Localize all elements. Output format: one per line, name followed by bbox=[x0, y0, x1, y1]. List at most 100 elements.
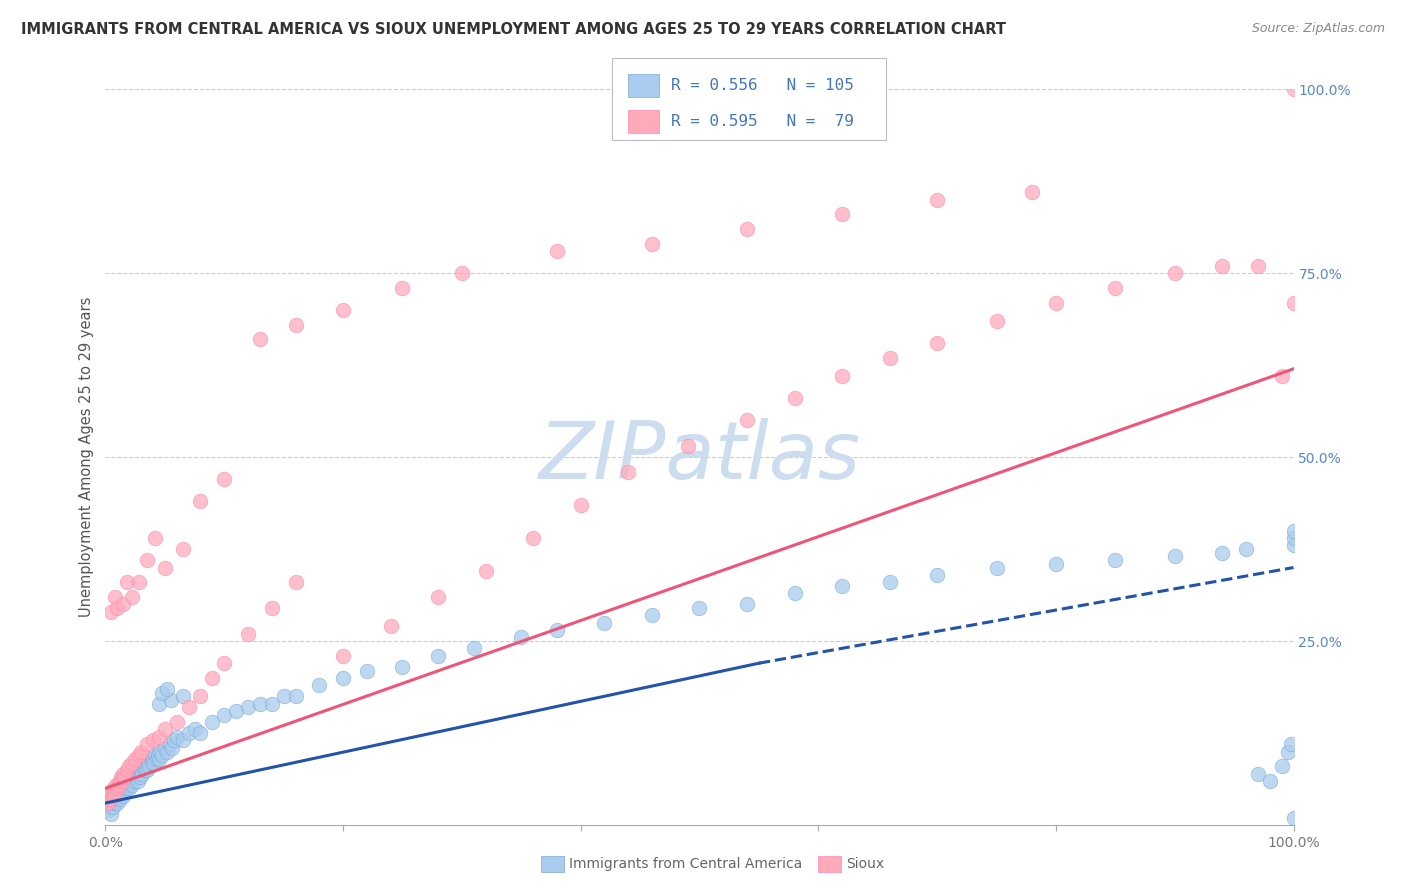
Point bbox=[104, 785, 127, 799]
Point bbox=[129, 763, 152, 777]
Text: IMMIGRANTS FROM CENTRAL AMERICA VS SIOUX UNEMPLOYMENT AMONG AGES 25 TO 29 YEARS : IMMIGRANTS FROM CENTRAL AMERICA VS SIOUX… bbox=[21, 22, 1007, 37]
Point bbox=[380, 619, 402, 633]
Point bbox=[105, 601, 128, 615]
Point bbox=[128, 766, 150, 780]
Point bbox=[986, 560, 1008, 574]
Point bbox=[1045, 295, 1067, 310]
Point bbox=[1211, 259, 1233, 273]
Text: Immigrants from Central America: Immigrants from Central America bbox=[569, 857, 803, 871]
Point bbox=[1247, 766, 1270, 780]
Point bbox=[135, 759, 157, 773]
Point bbox=[125, 770, 148, 784]
Point bbox=[121, 778, 143, 792]
Point bbox=[214, 657, 236, 671]
Point bbox=[100, 785, 122, 799]
Point bbox=[1045, 557, 1067, 571]
Point bbox=[735, 413, 758, 427]
Point bbox=[1277, 744, 1299, 758]
Point bbox=[111, 781, 134, 796]
Point bbox=[105, 789, 128, 803]
Point bbox=[332, 648, 354, 663]
Point bbox=[172, 542, 194, 557]
Point bbox=[676, 439, 699, 453]
Point bbox=[98, 799, 121, 814]
Point bbox=[143, 531, 166, 545]
Point bbox=[107, 789, 129, 803]
Text: R = 0.556   N = 105: R = 0.556 N = 105 bbox=[671, 78, 853, 93]
Point bbox=[136, 737, 159, 751]
Point bbox=[143, 756, 166, 770]
Point bbox=[136, 763, 159, 777]
Point bbox=[1104, 553, 1126, 567]
Point bbox=[1282, 531, 1305, 545]
Point bbox=[308, 678, 330, 692]
Point bbox=[148, 752, 170, 766]
Point bbox=[121, 770, 143, 784]
Point bbox=[879, 351, 901, 365]
Point bbox=[166, 730, 188, 744]
Point bbox=[1282, 538, 1305, 552]
Point bbox=[783, 391, 806, 405]
Point bbox=[139, 752, 162, 766]
Point bbox=[101, 789, 124, 803]
Point bbox=[1271, 759, 1294, 773]
Point bbox=[190, 494, 212, 508]
Point bbox=[1104, 281, 1126, 295]
Point bbox=[284, 690, 307, 704]
Point bbox=[98, 792, 121, 806]
Text: Sioux: Sioux bbox=[846, 857, 884, 871]
Point bbox=[522, 531, 544, 545]
Point bbox=[141, 756, 163, 770]
Point bbox=[1258, 774, 1281, 789]
Point bbox=[617, 465, 640, 479]
Point bbox=[148, 697, 170, 711]
Point bbox=[1282, 295, 1305, 310]
Point bbox=[104, 792, 127, 806]
Point bbox=[160, 740, 183, 755]
Point bbox=[115, 575, 138, 590]
Point bbox=[156, 744, 179, 758]
Point bbox=[783, 586, 806, 600]
Point bbox=[117, 778, 139, 792]
Point bbox=[105, 778, 128, 792]
Point bbox=[831, 579, 853, 593]
Point bbox=[1279, 737, 1302, 751]
Point bbox=[104, 590, 127, 604]
Point bbox=[1282, 811, 1305, 825]
Point bbox=[214, 472, 236, 486]
Point bbox=[112, 598, 135, 612]
Point bbox=[641, 608, 664, 623]
Point bbox=[115, 763, 138, 777]
Point bbox=[1234, 542, 1257, 557]
Point bbox=[118, 781, 141, 796]
Point bbox=[105, 796, 128, 810]
Point bbox=[124, 766, 146, 780]
Point bbox=[391, 660, 413, 674]
Point bbox=[831, 207, 853, 221]
Point bbox=[427, 648, 450, 663]
Point bbox=[112, 766, 135, 780]
Point bbox=[118, 759, 141, 773]
Point bbox=[214, 707, 236, 722]
Point bbox=[641, 236, 664, 251]
Point bbox=[159, 737, 181, 751]
Point bbox=[201, 671, 224, 685]
Point bbox=[1247, 259, 1270, 273]
Point bbox=[108, 774, 131, 789]
Point bbox=[148, 730, 170, 744]
Point bbox=[105, 781, 128, 796]
Point bbox=[284, 318, 307, 332]
Point bbox=[129, 770, 152, 784]
Point bbox=[129, 744, 152, 758]
Point bbox=[142, 733, 165, 747]
Point bbox=[112, 789, 135, 803]
Point bbox=[236, 700, 259, 714]
Point bbox=[1164, 549, 1187, 564]
Point bbox=[110, 785, 132, 799]
Point bbox=[925, 193, 948, 207]
Point bbox=[925, 568, 948, 582]
Point bbox=[97, 796, 120, 810]
Point bbox=[143, 748, 166, 763]
Point bbox=[273, 690, 295, 704]
Point bbox=[225, 704, 247, 718]
